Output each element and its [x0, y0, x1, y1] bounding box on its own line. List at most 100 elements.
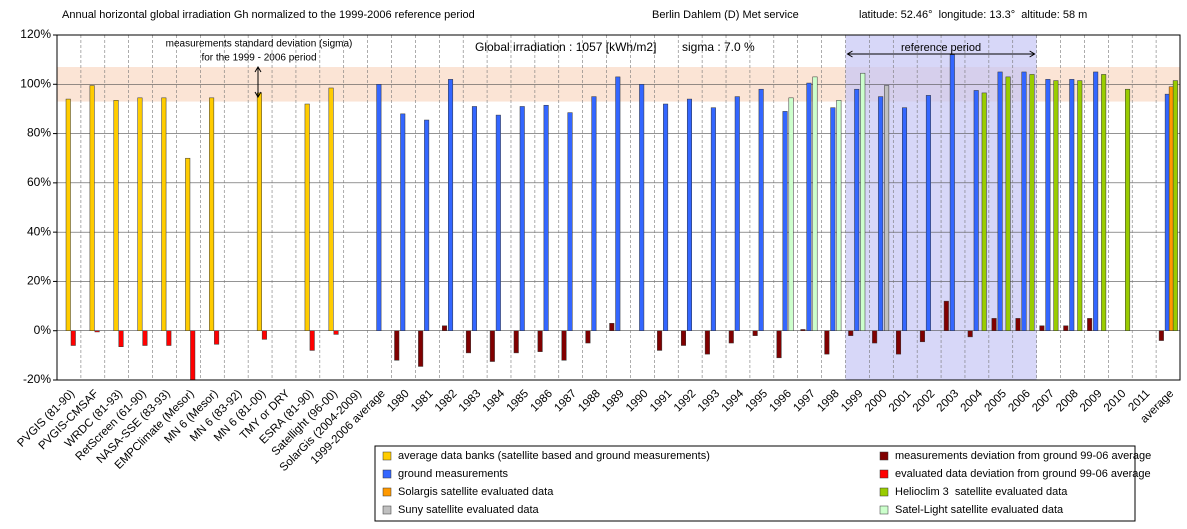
bar	[919, 330, 925, 343]
bar	[704, 330, 710, 355]
bar	[1005, 76, 1011, 331]
bar	[1101, 74, 1107, 331]
irradiation-note: Global irradiation : 1057 [kWh/m2]	[475, 40, 656, 54]
legend: average data banks (satellite based and …	[374, 445, 1151, 522]
bar	[1015, 318, 1021, 331]
bar	[639, 84, 645, 331]
bar	[89, 85, 95, 331]
bar	[94, 330, 100, 333]
bar	[812, 76, 818, 331]
bar	[113, 100, 119, 331]
bar	[657, 330, 663, 351]
bar	[1021, 71, 1027, 331]
sigma-label: measurements standard deviation (sigma)	[166, 39, 353, 50]
bar	[190, 330, 196, 380]
arrow-head	[846, 50, 1036, 58]
bar	[328, 87, 334, 331]
plot-frame	[56, 34, 1181, 381]
bar	[448, 79, 454, 331]
bar	[680, 330, 686, 346]
bar	[1077, 80, 1083, 331]
legend-label: evaluated data deviation from ground 99-…	[895, 468, 1151, 480]
bar	[830, 107, 836, 331]
legend-label: Satel-Light satellite evaluated data	[895, 504, 1064, 516]
bar	[1045, 79, 1051, 331]
y-tick-label: 60%	[27, 175, 51, 189]
bar	[118, 330, 124, 347]
bar	[710, 107, 716, 331]
bar	[142, 330, 148, 346]
legend-label: ground measurements	[398, 468, 509, 480]
bar	[824, 330, 830, 355]
y-tick-label: 100%	[20, 76, 51, 90]
bar	[1158, 330, 1164, 341]
bar	[418, 330, 424, 367]
sigma-arrow	[254, 66, 262, 98]
bar	[609, 323, 615, 331]
bar	[304, 103, 310, 331]
bar	[585, 330, 591, 344]
bar	[137, 97, 143, 331]
bar	[854, 88, 860, 331]
legend-frame	[374, 445, 1136, 522]
bar	[591, 96, 597, 331]
y-tick-label: 120%	[20, 27, 51, 41]
legend-swatch	[879, 487, 889, 497]
bar	[788, 97, 794, 331]
bar	[848, 330, 854, 336]
legend-label: Solargis satellite evaluated data	[398, 486, 554, 498]
bar	[261, 330, 267, 340]
bar	[1029, 74, 1035, 331]
bar	[376, 84, 382, 331]
bar	[1053, 80, 1059, 331]
bar	[991, 318, 997, 331]
bar	[400, 113, 406, 331]
sigma-label: for the 1999 - 2006 period	[201, 53, 316, 64]
station: Berlin Dahlem (D) Met service	[652, 9, 799, 21]
bar	[997, 71, 1003, 331]
legend-swatch	[382, 451, 392, 461]
bar	[1039, 325, 1045, 331]
bar	[925, 95, 931, 331]
bar	[902, 107, 908, 331]
bar	[471, 106, 477, 331]
bar	[800, 329, 806, 331]
bar	[394, 330, 400, 361]
y-tick-label: 40%	[27, 224, 51, 238]
bar	[734, 96, 740, 331]
bar	[161, 97, 167, 331]
reference-label: reference period	[901, 42, 981, 54]
bar	[513, 330, 519, 354]
bar	[776, 330, 782, 359]
bar	[806, 82, 812, 331]
bar	[1093, 71, 1099, 331]
bar	[1087, 318, 1093, 331]
chart-title: Annual horizontal global irradiation Gh …	[62, 9, 475, 21]
bar	[1069, 79, 1075, 331]
y-tick-label: 20%	[27, 274, 51, 288]
bar	[465, 330, 471, 354]
legend-swatch	[879, 505, 889, 515]
bar	[65, 98, 71, 331]
bar	[70, 330, 76, 346]
legend-label: Suny satellite evaluated data	[398, 504, 540, 516]
bar	[214, 330, 220, 345]
bar	[309, 330, 315, 351]
legend-swatch	[382, 469, 392, 479]
legend-swatch	[382, 505, 392, 515]
bar	[489, 330, 495, 362]
bar	[561, 330, 567, 361]
sigma-note: sigma : 7.0 %	[682, 40, 755, 54]
legend-swatch	[382, 487, 392, 497]
bar	[878, 96, 884, 331]
legend-swatch	[879, 469, 889, 479]
bar	[537, 330, 543, 352]
y-tick-label: -20%	[23, 372, 51, 386]
bar	[782, 111, 788, 331]
bar	[209, 97, 215, 331]
bar	[967, 330, 973, 338]
bar	[185, 157, 191, 331]
bar	[543, 104, 549, 331]
bar	[860, 72, 866, 331]
